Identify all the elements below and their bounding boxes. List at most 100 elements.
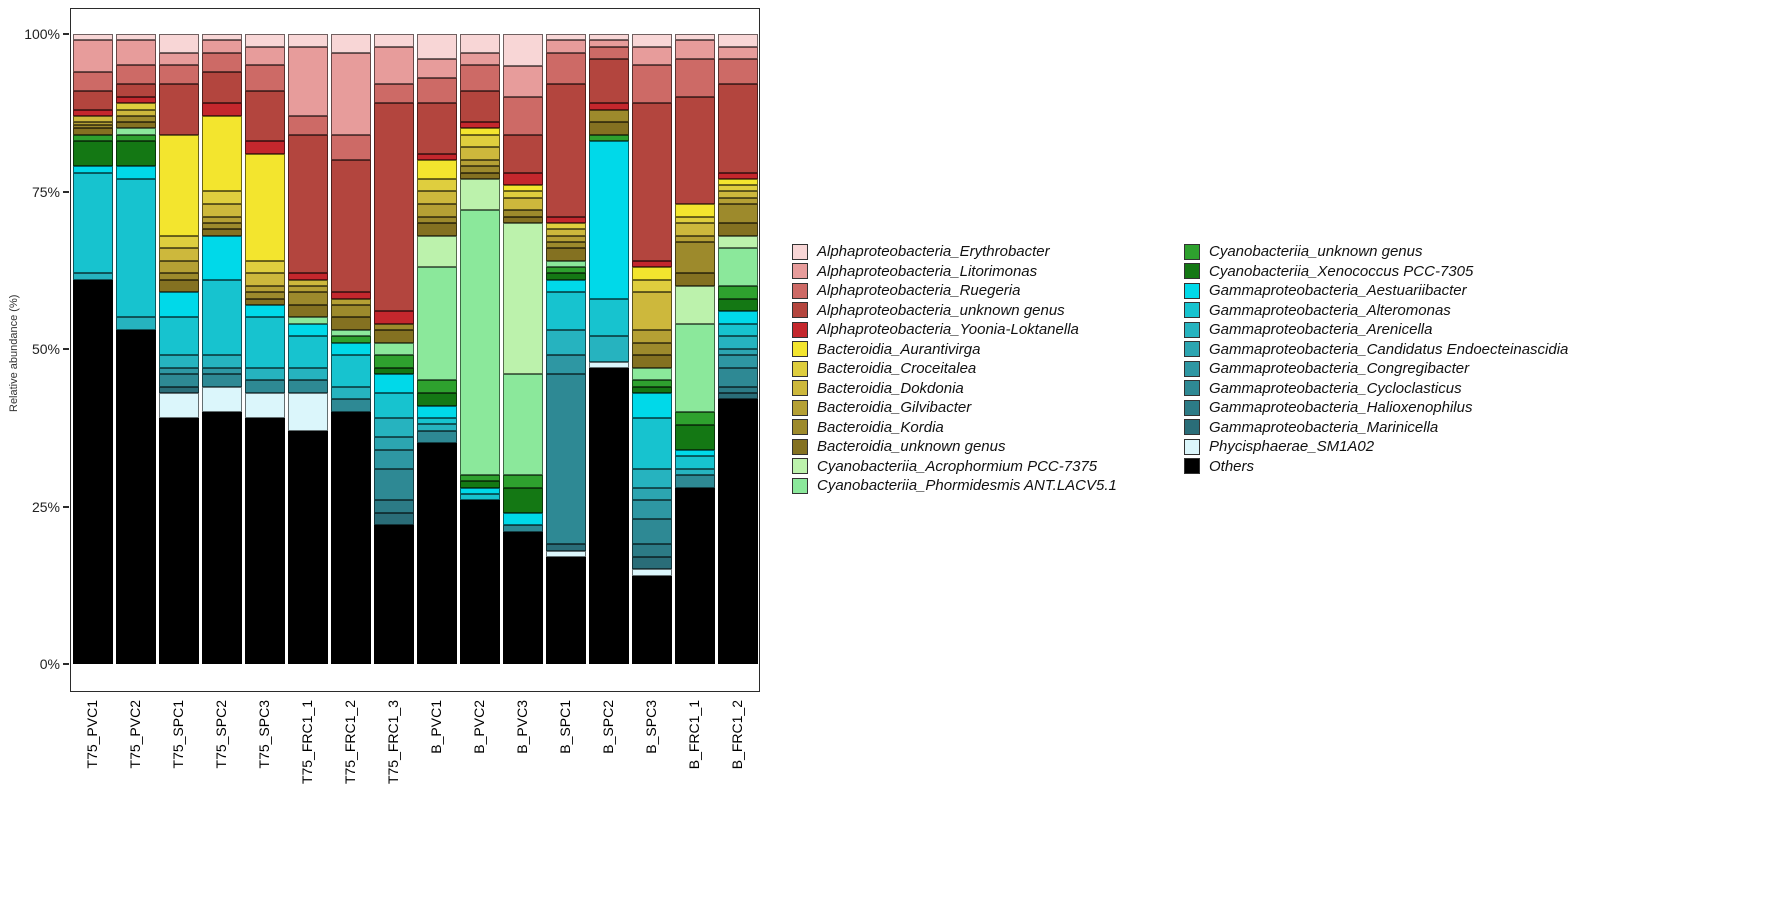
bar-segment: [717, 222, 758, 236]
legend-swatch: [792, 263, 808, 280]
legend-column-1: Alphaproteobacteria_Erythrobacter Alphapr…: [792, 243, 1184, 495]
bar-segment: [416, 103, 457, 154]
bar-segment: [115, 96, 156, 104]
bar-segment: [502, 134, 543, 173]
bar-segment: [201, 34, 242, 41]
bar-segment: [717, 399, 758, 664]
bar-B_PVC3: [502, 34, 543, 664]
bar-segment: [244, 380, 285, 393]
legend-swatch: [1184, 321, 1200, 338]
y-tick-mark: [63, 33, 69, 35]
bar-segment: [459, 52, 500, 66]
legend-item: Gammaproteobacteria_Halioxenophilus: [1184, 399, 1568, 417]
legend-swatch: [1184, 380, 1200, 397]
legend-swatch: [792, 282, 808, 299]
bar-segment: [545, 248, 586, 261]
bar-segment: [287, 393, 328, 431]
bars-area: [71, 34, 759, 664]
bar-segment: [244, 393, 285, 419]
bar-segment: [287, 430, 328, 664]
legend-label: Bacteroidia_Gilvibacter: [817, 399, 972, 417]
bar-T75_SPC2: [201, 34, 242, 664]
bar-segment: [201, 71, 242, 104]
bar-segment: [158, 134, 199, 236]
bar-segment: [717, 59, 758, 85]
bar-segment: [502, 374, 543, 475]
bar-segment: [287, 46, 328, 116]
bar-segment: [416, 222, 457, 236]
bar-segment: [115, 115, 156, 123]
bar-segment: [416, 34, 457, 60]
bar-segment: [373, 323, 414, 331]
bar-segment: [416, 153, 457, 160]
legend-label: Alphaproteobacteria_Litorimonas: [817, 262, 1038, 280]
bar-segment: [72, 115, 113, 123]
bar-segment: [201, 103, 242, 116]
bar-segment: [631, 34, 672, 47]
bar-segment: [717, 386, 758, 393]
legend-swatch: [792, 360, 808, 377]
bar-segment: [416, 430, 457, 444]
bar-segment: [72, 172, 113, 274]
legend-swatch: [1184, 263, 1200, 280]
bar-segment: [373, 437, 414, 450]
bar-segment: [416, 443, 457, 664]
legend-swatch: [792, 438, 808, 455]
bar-segment: [201, 115, 242, 192]
bar-segment: [674, 487, 715, 664]
bar-segment: [502, 474, 543, 488]
bar-segment: [244, 153, 285, 261]
x-tick-label: B_SPC2: [599, 700, 616, 754]
bar-segment: [588, 122, 629, 135]
bar-segment: [545, 267, 586, 274]
bar-segment: [459, 178, 500, 211]
bar-segment: [545, 260, 586, 268]
legend-swatch: [1184, 438, 1200, 455]
legend-label: Bacteroidia_Dokdonia: [817, 379, 964, 397]
bar-segment: [244, 90, 285, 142]
bar-segment: [373, 418, 414, 438]
bar-segment: [115, 134, 156, 142]
bar-segment: [72, 273, 113, 280]
legend-item: Gammaproteobacteria_Aestuariibacter: [1184, 282, 1568, 300]
bar-segment: [373, 449, 414, 469]
legend-item: Gammaproteobacteria_Candidatus Endoectei…: [1184, 341, 1568, 359]
bar-segment: [373, 84, 414, 104]
legend-label: Gammaproteobacteria_Cycloclasticus: [1209, 379, 1462, 397]
legend-swatch: [792, 243, 808, 260]
legend-item: Bacteroidia_Dokdonia: [792, 380, 1184, 398]
bar-segment: [717, 235, 758, 249]
bar-segment: [158, 355, 199, 368]
bar-segment: [115, 317, 156, 331]
bar-segment: [287, 367, 328, 381]
bar-segment: [158, 235, 199, 249]
legend-item: Gammaproteobacteria_Arenicella: [1184, 321, 1568, 339]
bar-segment: [674, 34, 715, 41]
bar-segment: [373, 500, 414, 513]
bar-segment: [330, 399, 371, 412]
bar-segment: [115, 178, 156, 318]
bar-segment: [459, 172, 500, 179]
bar-segment: [545, 374, 586, 545]
bar-segment: [201, 222, 242, 230]
bar-segment: [674, 222, 715, 236]
bar-segment: [674, 273, 715, 286]
legend-item: Alphaproteobacteria_Yoonia-Loktanella: [792, 321, 1184, 339]
bar-segment: [244, 34, 285, 47]
legend-label: Gammaproteobacteria_Congregibacter: [1209, 360, 1470, 378]
bar-segment: [631, 544, 672, 557]
bar-segment: [201, 216, 242, 223]
bar-T75_SPC3: [244, 34, 285, 664]
bar-segment: [373, 367, 414, 375]
bar-segment: [459, 500, 500, 664]
bar-T75_PVC1: [72, 34, 113, 664]
bar-segment: [717, 367, 758, 387]
bar-B_SPC3: [631, 34, 672, 664]
y-tick-mark: [63, 348, 69, 350]
legend: Alphaproteobacteria_Erythrobacter Alphapr…: [792, 243, 1568, 495]
bar-segment: [244, 46, 285, 66]
bar-segment: [502, 65, 543, 97]
bar-segment: [416, 216, 457, 223]
bar-segment: [201, 235, 242, 280]
legend-label: Alphaproteobacteria_Yoonia-Loktanella: [817, 321, 1079, 339]
